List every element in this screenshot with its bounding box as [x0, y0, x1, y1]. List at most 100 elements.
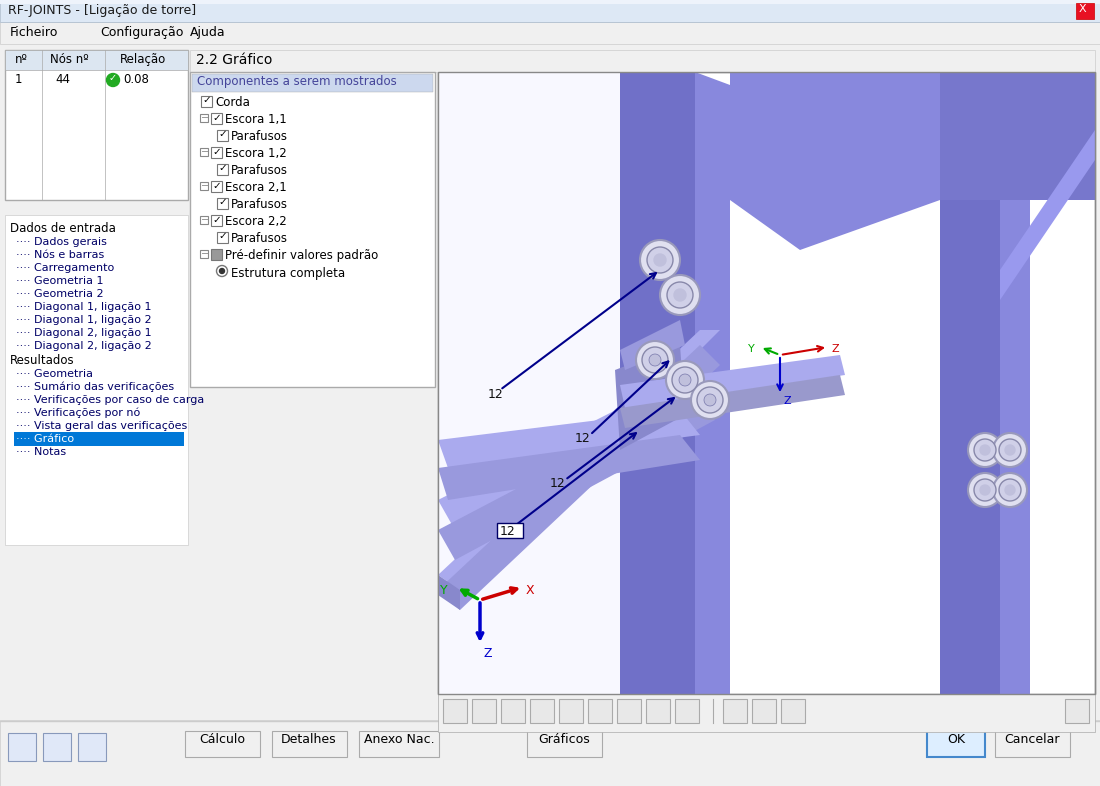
Bar	[211, 181, 222, 192]
Bar	[190, 50, 1094, 72]
Polygon shape	[620, 355, 845, 408]
Bar	[78, 733, 106, 761]
Polygon shape	[730, 72, 1094, 250]
Bar	[200, 250, 208, 258]
Circle shape	[974, 439, 996, 461]
Text: ···· Diagonal 2, ligação 1: ···· Diagonal 2, ligação 1	[16, 328, 152, 338]
Text: ✓: ✓	[212, 181, 221, 190]
Bar	[211, 147, 222, 158]
Text: Componentes a serem mostrados: Componentes a serem mostrados	[197, 75, 397, 88]
Text: ···· Geometria 2: ···· Geometria 2	[16, 289, 103, 299]
Circle shape	[640, 240, 680, 280]
Bar	[497, 523, 522, 538]
Polygon shape	[620, 72, 695, 694]
Text: ···· Notas: ···· Notas	[16, 447, 66, 457]
Bar	[6, 215, 188, 545]
Text: ···· Gráfico: ···· Gráfico	[16, 434, 74, 444]
Circle shape	[1005, 445, 1015, 455]
Text: −: −	[201, 182, 209, 192]
Polygon shape	[438, 330, 720, 590]
Bar	[0, 0, 1100, 4]
Circle shape	[1005, 485, 1015, 495]
Text: Z: Z	[830, 344, 838, 354]
Text: 44: 44	[55, 73, 70, 86]
Bar	[272, 731, 346, 757]
Bar	[438, 72, 1094, 694]
Text: ✓: ✓	[218, 197, 227, 208]
Text: ···· Geometria 1: ···· Geometria 1	[16, 276, 103, 286]
Text: Parafusos: Parafusos	[231, 164, 288, 178]
Text: Anexo Nac.: Anexo Nac.	[364, 733, 434, 746]
Circle shape	[636, 341, 674, 379]
Polygon shape	[940, 72, 1000, 694]
Text: Cancelar: Cancelar	[1004, 733, 1059, 746]
Text: Parafusos: Parafusos	[231, 233, 288, 245]
Bar	[6, 50, 188, 70]
Text: −: −	[201, 113, 209, 123]
Text: Dados de entrada: Dados de entrada	[10, 222, 116, 235]
Bar	[217, 198, 228, 209]
Bar	[190, 72, 434, 387]
Text: Pré-definir valores padrão: Pré-definir valores padrão	[226, 249, 378, 263]
Text: Relação: Relação	[120, 53, 166, 66]
Bar	[217, 130, 228, 141]
Bar	[200, 216, 208, 224]
Text: 12: 12	[550, 477, 565, 490]
Text: Estrutura completa: Estrutura completa	[231, 266, 345, 280]
Bar	[500, 699, 525, 723]
Bar	[14, 432, 184, 446]
Text: ···· Nós e barras: ···· Nós e barras	[16, 250, 104, 260]
Polygon shape	[438, 72, 620, 694]
Text: ···· Verificações por caso de carga: ···· Verificações por caso de carga	[16, 395, 205, 405]
Bar	[8, 733, 36, 761]
Polygon shape	[615, 345, 685, 450]
Circle shape	[980, 485, 990, 495]
Circle shape	[999, 479, 1021, 501]
Bar	[1076, 3, 1094, 19]
Bar	[200, 182, 208, 190]
Bar	[185, 731, 260, 757]
Polygon shape	[438, 345, 720, 610]
Text: ✓: ✓	[202, 96, 211, 105]
Bar	[43, 733, 72, 761]
Bar	[217, 232, 228, 243]
Text: ···· Verificações por nó: ···· Verificações por nó	[16, 408, 141, 418]
Text: ···· Diagonal 1, ligação 2: ···· Diagonal 1, ligação 2	[16, 315, 152, 325]
Polygon shape	[620, 375, 845, 428]
Circle shape	[654, 254, 666, 266]
Text: Escora 2,1: Escora 2,1	[226, 182, 287, 194]
Bar	[723, 699, 747, 723]
Text: Y: Y	[748, 344, 755, 354]
Bar	[211, 215, 222, 226]
Bar	[211, 249, 222, 260]
Circle shape	[704, 394, 716, 406]
Text: Escora 2,2: Escora 2,2	[226, 215, 287, 229]
Text: ✓: ✓	[218, 163, 227, 174]
Bar	[781, 699, 805, 723]
Text: Parafusos: Parafusos	[231, 199, 288, 211]
Text: 0.08: 0.08	[123, 73, 148, 86]
Text: Escora 1,1: Escora 1,1	[226, 113, 287, 127]
Text: ···· Sumário das verificações: ···· Sumário das verificações	[16, 382, 174, 392]
Polygon shape	[438, 575, 460, 610]
Text: 12: 12	[575, 432, 591, 445]
Bar	[438, 694, 1094, 732]
Bar	[443, 699, 468, 723]
Circle shape	[217, 266, 228, 277]
Text: ✓: ✓	[212, 146, 221, 156]
Circle shape	[691, 381, 729, 419]
Bar	[1065, 699, 1089, 723]
Text: ✓: ✓	[212, 112, 221, 123]
Polygon shape	[1000, 72, 1030, 694]
Text: X: X	[1079, 4, 1087, 14]
Text: Resultados: Resultados	[10, 354, 75, 367]
Bar	[359, 731, 439, 757]
Text: Z: Z	[484, 647, 493, 660]
Text: ···· Diagonal 2, ligação 2: ···· Diagonal 2, ligação 2	[16, 341, 152, 351]
Text: OK: OK	[947, 733, 965, 746]
Polygon shape	[695, 72, 730, 694]
Circle shape	[107, 74, 120, 86]
Circle shape	[666, 361, 704, 399]
Text: ···· Vista geral das verificações: ···· Vista geral das verificações	[16, 421, 187, 431]
Text: ✓: ✓	[218, 232, 227, 241]
